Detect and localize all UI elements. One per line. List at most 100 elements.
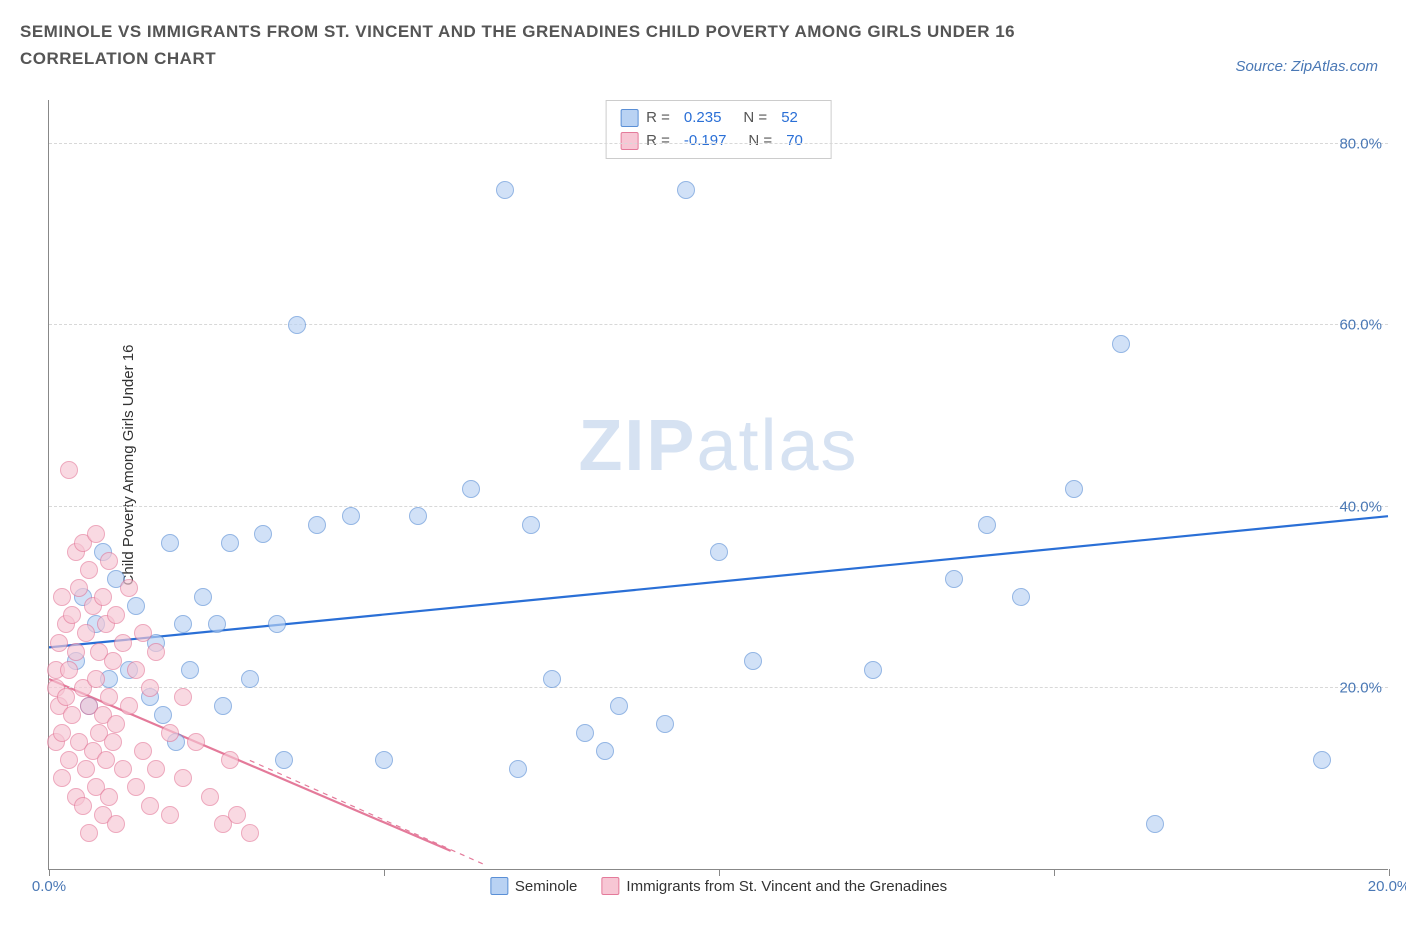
legend-swatch-seminole xyxy=(620,109,638,127)
scatter-point xyxy=(254,525,272,543)
scatter-point xyxy=(80,561,98,579)
chart-title: SEMINOLE VS IMMIGRANTS FROM ST. VINCENT … xyxy=(20,18,1120,72)
scatter-point xyxy=(945,570,963,588)
scatter-point xyxy=(181,661,199,679)
scatter-point xyxy=(97,751,115,769)
scatter-point xyxy=(127,661,145,679)
x-tick-label: 20.0% xyxy=(1368,878,1406,895)
scatter-point xyxy=(174,615,192,633)
scatter-point xyxy=(710,543,728,561)
scatter-point xyxy=(141,797,159,815)
scatter-point xyxy=(228,806,246,824)
scatter-point xyxy=(77,760,95,778)
scatter-point xyxy=(462,480,480,498)
scatter-point xyxy=(1012,588,1030,606)
scatter-point xyxy=(656,715,674,733)
scatter-point xyxy=(161,724,179,742)
x-tick xyxy=(719,869,720,876)
scatter-point xyxy=(275,751,293,769)
scatter-point xyxy=(134,624,152,642)
scatter-point xyxy=(104,733,122,751)
scatter-point xyxy=(214,697,232,715)
scatter-point xyxy=(241,670,259,688)
scatter-point xyxy=(194,588,212,606)
scatter-point xyxy=(201,788,219,806)
scatter-point xyxy=(87,670,105,688)
scatter-point xyxy=(77,624,95,642)
scatter-point xyxy=(127,597,145,615)
legend-swatch xyxy=(490,877,508,895)
scatter-point xyxy=(53,724,71,742)
scatter-point xyxy=(161,534,179,552)
scatter-point xyxy=(221,534,239,552)
scatter-point xyxy=(120,697,138,715)
scatter-point xyxy=(610,697,628,715)
scatter-point xyxy=(522,516,540,534)
scatter-point xyxy=(744,652,762,670)
scatter-point xyxy=(147,760,165,778)
scatter-point xyxy=(509,760,527,778)
bottom-legend-item: Seminole xyxy=(490,877,578,895)
legend-label: Seminole xyxy=(515,878,578,895)
scatter-point xyxy=(1313,751,1331,769)
scatter-point xyxy=(174,769,192,787)
scatter-point xyxy=(50,634,68,652)
scatter-point xyxy=(1112,335,1130,353)
trend-line xyxy=(250,760,484,864)
scatter-point xyxy=(53,588,71,606)
scatter-point xyxy=(596,742,614,760)
scatter-point xyxy=(80,824,98,842)
stats-legend: R =0.235 N =52 R =-0.197 N =70 xyxy=(605,100,832,159)
bottom-legend: Seminole Immigrants from St. Vincent and… xyxy=(490,877,947,895)
chart-plot-area: ZIPatlas R =0.235 N =52 R =-0.197 N =70 … xyxy=(48,100,1388,870)
x-tick xyxy=(1389,869,1390,876)
trend-line xyxy=(49,516,1388,647)
scatter-point xyxy=(100,552,118,570)
scatter-point xyxy=(107,815,125,833)
scatter-point xyxy=(154,706,172,724)
scatter-point xyxy=(87,525,105,543)
scatter-point xyxy=(342,507,360,525)
scatter-point xyxy=(63,706,81,724)
scatter-point xyxy=(409,507,427,525)
scatter-point xyxy=(978,516,996,534)
scatter-point xyxy=(114,634,132,652)
bottom-legend-item: Immigrants from St. Vincent and the Gren… xyxy=(601,877,947,895)
scatter-point xyxy=(1065,480,1083,498)
grid-line xyxy=(49,506,1388,507)
grid-line xyxy=(49,143,1388,144)
legend-swatch xyxy=(601,877,619,895)
scatter-point xyxy=(53,769,71,787)
scatter-point xyxy=(70,579,88,597)
scatter-point xyxy=(104,652,122,670)
x-tick xyxy=(49,869,50,876)
x-tick xyxy=(1054,869,1055,876)
scatter-point xyxy=(60,751,78,769)
scatter-point xyxy=(63,606,81,624)
scatter-point xyxy=(308,516,326,534)
scatter-point xyxy=(241,824,259,842)
source-attribution: Source: ZipAtlas.com xyxy=(1235,58,1378,75)
legend-label: Immigrants from St. Vincent and the Gren… xyxy=(626,878,947,895)
scatter-point xyxy=(120,579,138,597)
scatter-point xyxy=(268,615,286,633)
scatter-point xyxy=(187,733,205,751)
scatter-point xyxy=(677,181,695,199)
grid-line xyxy=(49,324,1388,325)
scatter-point xyxy=(107,715,125,733)
scatter-point xyxy=(221,751,239,769)
scatter-point xyxy=(127,778,145,796)
scatter-point xyxy=(100,688,118,706)
y-tick-label: 60.0% xyxy=(1339,317,1382,334)
scatter-point xyxy=(134,742,152,760)
legend-swatch-immigrants xyxy=(620,132,638,150)
scatter-point xyxy=(864,661,882,679)
scatter-point xyxy=(114,760,132,778)
x-tick xyxy=(384,869,385,876)
scatter-point xyxy=(543,670,561,688)
scatter-point xyxy=(496,181,514,199)
scatter-point xyxy=(375,751,393,769)
legend-row-immigrants: R =-0.197 N =70 xyxy=(620,130,817,153)
scatter-point xyxy=(100,788,118,806)
scatter-point xyxy=(60,661,78,679)
